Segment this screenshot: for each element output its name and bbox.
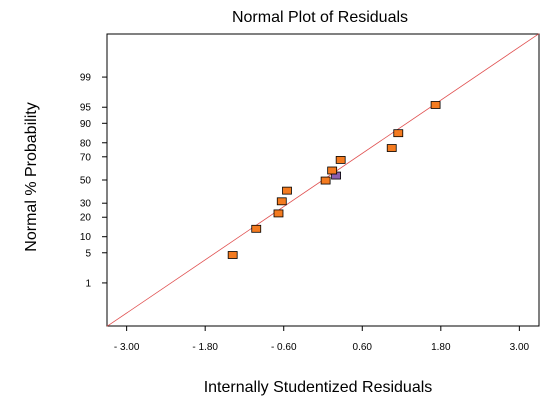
y-tick-label: 30 xyxy=(80,199,92,210)
y-tick-label: 1 xyxy=(85,278,91,289)
y-tick-label: 99 xyxy=(80,73,92,84)
y-axis: 1 5 10 20 30 50 70 80 90 95 99 xyxy=(80,73,107,289)
y-tick-label: 10 xyxy=(80,232,92,243)
y-tick-label: 20 xyxy=(80,213,92,224)
y-tick-label: 5 xyxy=(85,248,91,259)
x-tick-label: 1.80 xyxy=(431,342,451,353)
x-tick-label: 3.00 xyxy=(510,342,530,353)
residual-point xyxy=(386,144,397,152)
data-points xyxy=(227,101,441,259)
x-tick-label: - 1.80 xyxy=(192,342,218,353)
y-tick-label: 90 xyxy=(80,119,92,130)
y-tick-label: 80 xyxy=(80,138,92,149)
x-tick-label: 0.60 xyxy=(353,342,373,353)
residual-point xyxy=(430,101,441,109)
y-axis-title: Normal % Probability xyxy=(23,102,40,251)
residual-point xyxy=(227,251,238,259)
x-tick-label: - 0.60 xyxy=(271,342,297,353)
residual-point xyxy=(335,156,346,164)
x-axis: - 3.00 - 1.80 - 0.60 0.60 1.80 3.00 xyxy=(114,326,530,353)
residual-point xyxy=(327,166,338,175)
chart-title: Normal Plot of Residuals xyxy=(232,9,408,26)
residual-point xyxy=(393,129,404,138)
residual-point xyxy=(276,197,287,206)
residual-point xyxy=(320,176,331,185)
residual-point xyxy=(251,224,262,233)
x-axis-title: Internally Studentized Residuals xyxy=(204,379,433,396)
y-tick-label: 95 xyxy=(80,103,92,114)
y-tick-label: 70 xyxy=(80,152,92,163)
residual-point xyxy=(282,186,292,195)
x-tick-label: - 3.00 xyxy=(114,342,140,353)
residual-point xyxy=(273,209,284,218)
y-tick-label: 50 xyxy=(80,176,92,187)
